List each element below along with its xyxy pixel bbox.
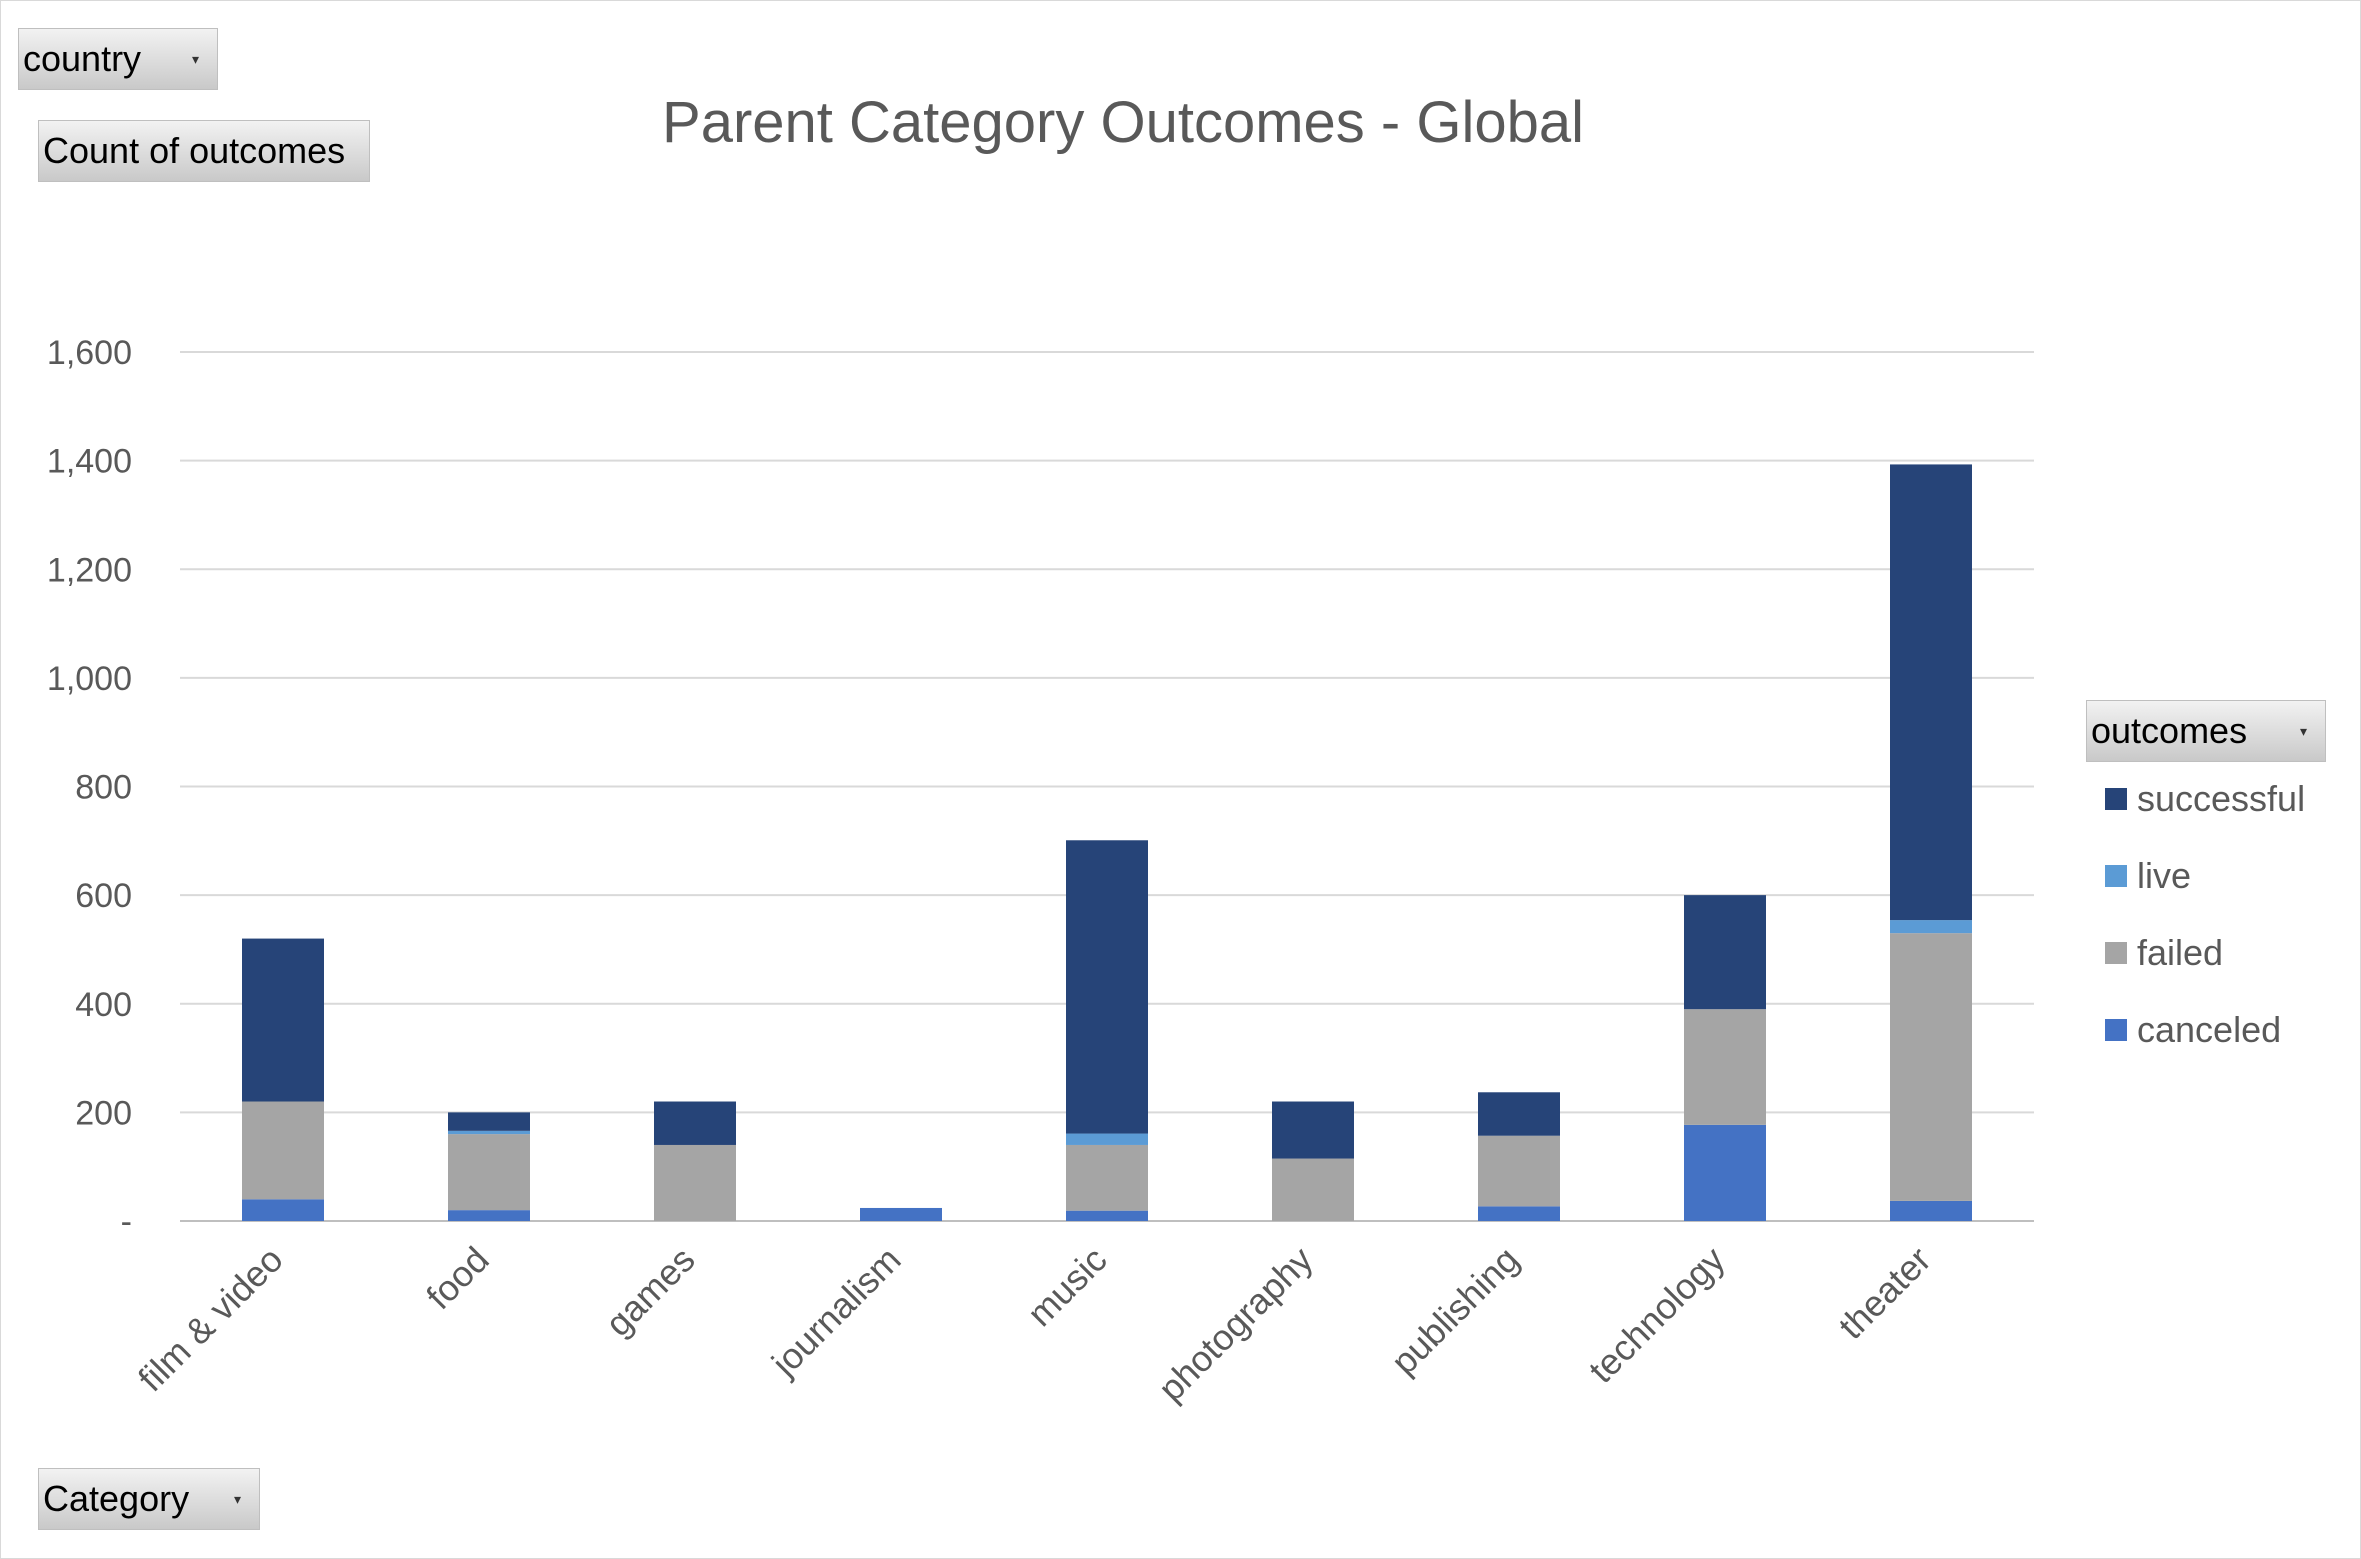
legend-label-failed: failed	[2137, 932, 2223, 973]
x-tick-label: publishing	[1383, 1239, 1527, 1383]
bar-canceled	[1066, 1210, 1148, 1221]
bar-successful	[1066, 840, 1148, 1134]
legend-swatch-live	[2105, 865, 2127, 887]
bar-canceled	[860, 1207, 942, 1221]
dropdown-arrow-icon: ▾	[233, 1490, 241, 1507]
values-field-button[interactable]: Count of outcomes	[38, 120, 370, 182]
bar-successful	[1272, 1101, 1354, 1159]
chart-title: Parent Category Outcomes - Global	[662, 90, 1584, 155]
bar-canceled	[1684, 1124, 1766, 1221]
bar-canceled	[1478, 1206, 1560, 1221]
y-tick-label: 600	[75, 877, 132, 915]
bar-successful	[1478, 1092, 1560, 1136]
x-tick-label: music	[1019, 1239, 1114, 1334]
x-tick-label: theater	[1830, 1239, 1938, 1347]
y-tick-label: 400	[75, 986, 132, 1024]
bar-canceled	[1890, 1200, 1972, 1221]
x-tick-label: games	[597, 1239, 702, 1344]
x-tick-label: photography	[1150, 1239, 1321, 1410]
legend-label-successful: successful	[2137, 778, 2305, 819]
y-tick-label: 1,200	[47, 551, 132, 589]
category-axis-button[interactable]: Category ▾	[38, 1468, 260, 1530]
bar-live	[1890, 920, 1972, 934]
outcomes-legend-button[interactable]: outcomes ▾	[2086, 700, 2326, 762]
y-tick-label: 1,600	[47, 334, 132, 372]
dropdown-arrow-icon: ▾	[2299, 722, 2307, 739]
bar-canceled	[448, 1210, 530, 1221]
bar-failed	[242, 1101, 324, 1200]
x-tick-label: technology	[1581, 1239, 1733, 1391]
country-filter-button[interactable]: country ▾	[18, 28, 218, 90]
dropdown-arrow-icon: ▾	[191, 50, 199, 67]
bar-successful	[1684, 895, 1766, 1010]
bar-successful	[1890, 464, 1972, 921]
legend-label-canceled: canceled	[2137, 1009, 2281, 1050]
bar-live	[448, 1130, 530, 1135]
y-tick-label: -	[121, 1203, 132, 1241]
outcomes-legend-label: outcomes	[2091, 710, 2248, 751]
bar-failed	[1066, 1144, 1148, 1211]
legend-label-live: live	[2137, 855, 2191, 896]
bar-failed	[1890, 933, 1972, 1201]
legend-swatch-successful	[2105, 788, 2127, 810]
bar-canceled	[242, 1199, 324, 1221]
legend-swatch-canceled	[2105, 1019, 2127, 1041]
bar-successful	[448, 1112, 530, 1131]
y-tick-label: 200	[75, 1094, 132, 1132]
bar-failed	[654, 1144, 736, 1221]
bar-successful	[654, 1101, 736, 1145]
bar-successful	[242, 938, 324, 1102]
bar-failed	[1684, 1009, 1766, 1125]
y-tick-label: 1,400	[47, 443, 132, 481]
bar-live	[1066, 1133, 1148, 1145]
category-axis-label: Category	[43, 1478, 190, 1519]
legend-swatch-failed	[2105, 942, 2127, 964]
bar-failed	[448, 1134, 530, 1211]
country-filter-label: country	[23, 38, 142, 79]
bar-failed	[1478, 1135, 1560, 1207]
y-tick-label: 1,000	[47, 660, 132, 698]
x-tick-label: food	[418, 1239, 497, 1318]
bar-failed	[1272, 1158, 1354, 1221]
values-field-label: Count of outcomes	[43, 130, 346, 171]
y-tick-label: 800	[75, 769, 132, 807]
x-tick-label: journalism	[763, 1239, 909, 1385]
x-tick-label: film & video	[130, 1239, 291, 1400]
